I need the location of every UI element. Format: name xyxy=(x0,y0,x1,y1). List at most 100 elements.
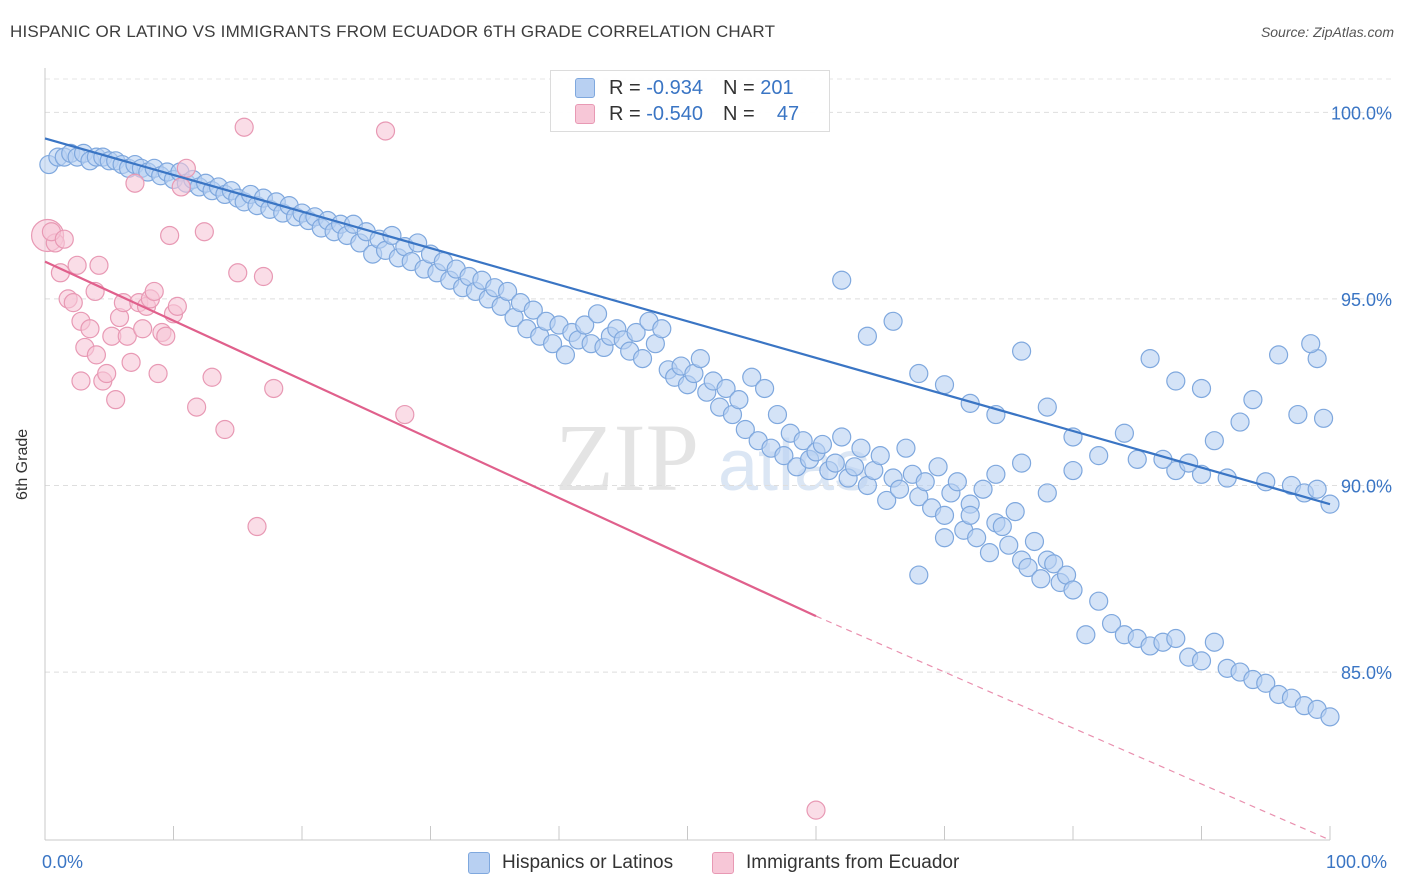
data-point xyxy=(121,352,141,372)
data-point xyxy=(909,363,929,384)
y-tick-label-2: 90.0% xyxy=(1341,476,1392,496)
chart-title: HISPANIC OR LATINO VS IMMIGRANTS FROM EC… xyxy=(10,22,776,41)
data-point xyxy=(67,255,87,275)
data-point xyxy=(97,363,117,384)
data-point xyxy=(1288,404,1308,425)
trend-lines xyxy=(44,137,1331,841)
legend-row-ecuador: R = -0.540 N = 47 xyxy=(575,101,799,127)
data-point xyxy=(234,117,254,137)
data-point xyxy=(375,121,396,141)
data-point xyxy=(825,453,845,473)
data-point xyxy=(960,505,980,525)
bottom-legend-swatch-hispanics xyxy=(468,852,490,874)
data-point xyxy=(1230,412,1250,432)
series-ecuador-points xyxy=(30,117,826,820)
legend-r-value: -0.540 xyxy=(646,102,703,125)
x-tick-label-min: 0.0% xyxy=(42,852,84,872)
data-point xyxy=(735,419,755,440)
data-point xyxy=(896,438,916,458)
data-point xyxy=(774,446,794,466)
bottom-legend-hispanics: Hispanics or Latinos xyxy=(468,852,673,874)
data-point xyxy=(1140,349,1160,369)
legend-n-label: N = xyxy=(722,102,755,125)
legend-swatch-ecuador xyxy=(575,104,595,124)
data-point xyxy=(889,479,910,499)
data-point xyxy=(1114,423,1135,443)
data-point xyxy=(395,404,415,425)
data-point xyxy=(915,472,935,492)
data-point xyxy=(167,296,187,316)
data-point xyxy=(176,158,196,178)
data-point xyxy=(857,326,878,346)
data-point xyxy=(1191,651,1212,671)
data-point xyxy=(832,270,852,290)
data-point xyxy=(63,293,83,313)
data-point xyxy=(1268,345,1289,365)
y-tick-labels: 100.0% 95.0% 90.0% 85.0% xyxy=(1331,103,1392,683)
data-point xyxy=(202,367,222,387)
data-point xyxy=(934,505,955,525)
data-point xyxy=(1089,446,1109,466)
legend-n-label: N = xyxy=(722,76,755,99)
data-point xyxy=(992,516,1012,537)
data-point xyxy=(729,390,749,410)
data-point xyxy=(806,800,826,820)
data-point xyxy=(967,528,987,548)
data-point xyxy=(812,434,833,455)
source-label: Source: ZipAtlas.com xyxy=(1260,24,1394,40)
trend-line-0 xyxy=(44,137,1331,506)
legend-r-label: R = xyxy=(609,102,641,125)
legend-r-value: -0.934 xyxy=(646,76,703,99)
data-point xyxy=(832,427,852,447)
legend-swatch-hispanics xyxy=(575,78,595,98)
data-point xyxy=(148,363,168,384)
data-point xyxy=(1217,468,1237,488)
y-tick-label-1: 95.0% xyxy=(1341,290,1392,310)
data-point xyxy=(632,349,653,369)
legend-row-hispanics: R = -0.934 N = 201 xyxy=(575,75,794,101)
data-point xyxy=(1320,494,1340,514)
data-point xyxy=(1166,371,1186,391)
y-tick-label-0: 100.0% xyxy=(1331,103,1392,123)
data-point xyxy=(523,300,543,320)
data-point xyxy=(1127,449,1147,469)
data-point xyxy=(587,304,608,324)
data-point xyxy=(1313,408,1334,428)
data-point xyxy=(89,255,109,275)
data-point xyxy=(575,315,595,335)
data-point xyxy=(877,490,897,511)
data-point xyxy=(125,173,145,193)
data-point xyxy=(133,319,153,339)
data-point xyxy=(1320,707,1340,727)
watermark-zip: ZIP xyxy=(555,404,699,511)
bottom-legend-label-ecuador: Immigrants from Ecuador xyxy=(746,852,960,873)
data-point xyxy=(194,222,214,242)
data-point xyxy=(106,390,126,410)
data-point xyxy=(156,326,176,346)
data-point xyxy=(187,397,207,417)
data-point xyxy=(80,319,100,339)
data-point xyxy=(1063,460,1083,481)
data-point xyxy=(999,535,1019,555)
bottom-legend-swatch-ecuador xyxy=(712,852,734,874)
data-point xyxy=(1204,431,1224,451)
data-point xyxy=(909,565,929,585)
data-point xyxy=(264,378,284,399)
data-point xyxy=(71,371,91,391)
data-point xyxy=(1301,334,1321,354)
legend-n-value: 47 xyxy=(776,102,800,125)
data-point xyxy=(986,464,1006,484)
data-point xyxy=(626,322,646,343)
legend-r-label: R = xyxy=(609,76,641,99)
data-point xyxy=(883,311,903,331)
data-point xyxy=(1011,341,1032,361)
x-tick-label-max: 100.0% xyxy=(1326,852,1388,872)
bottom-legend-ecuador: Immigrants from Ecuador xyxy=(712,852,959,874)
data-point xyxy=(160,225,180,246)
bottom-legend: Hispanics or Latinos Immigrants from Ecu… xyxy=(0,852,1406,878)
data-point xyxy=(117,326,137,346)
data-point xyxy=(1089,591,1109,611)
y-tick-label-3: 85.0% xyxy=(1341,663,1392,683)
data-point xyxy=(1031,569,1051,589)
data-point xyxy=(1166,628,1186,649)
